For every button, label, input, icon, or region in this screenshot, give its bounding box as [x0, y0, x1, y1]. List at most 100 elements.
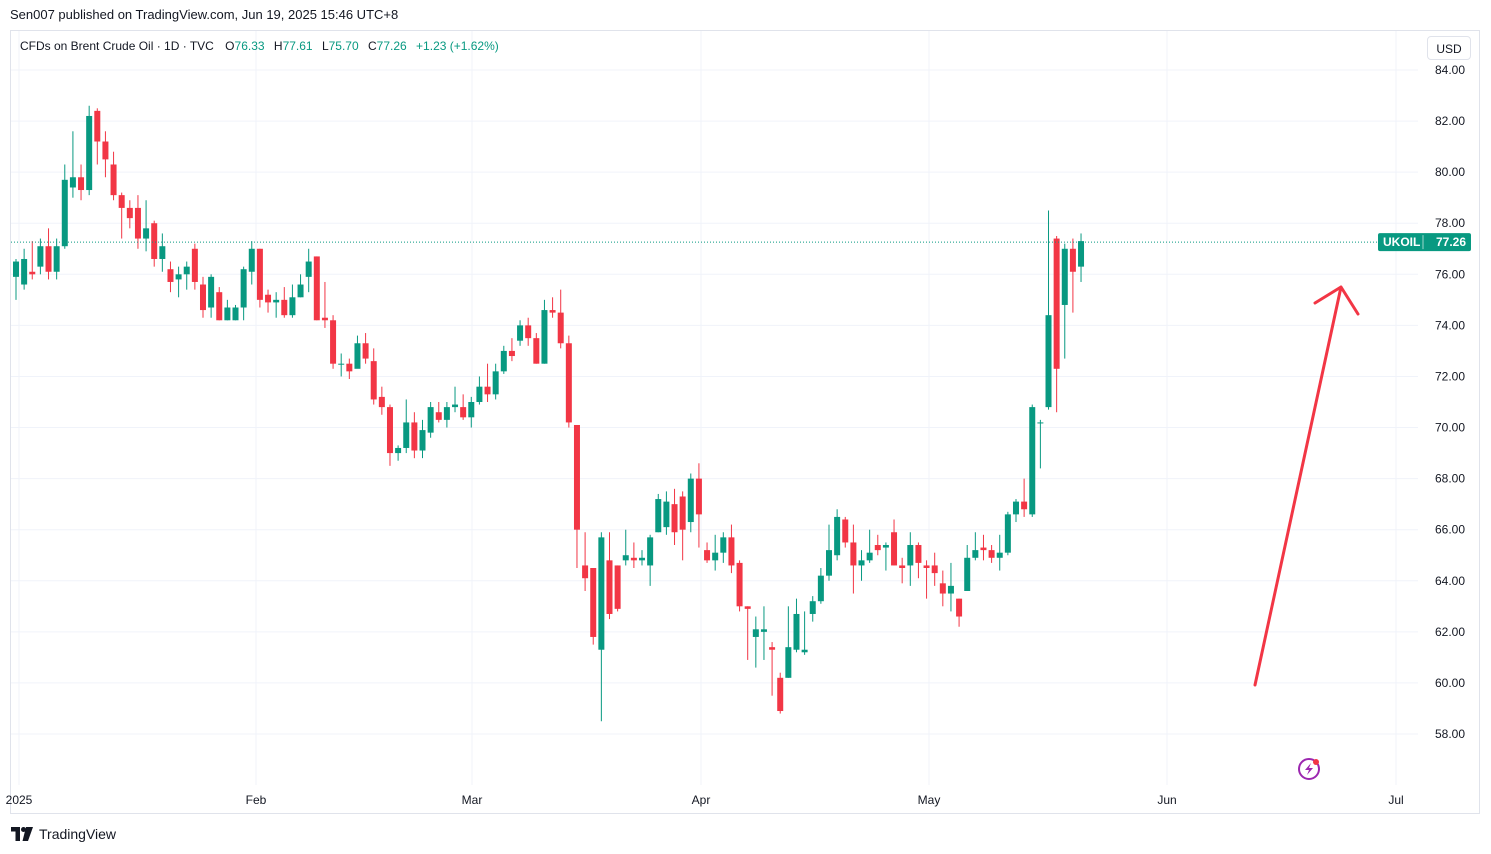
candle — [313, 256, 320, 321]
candle-body — [793, 613, 800, 650]
candle — [256, 248, 263, 308]
candle-body — [728, 537, 735, 566]
tradingview-logo[interactable]: TradingView — [11, 826, 116, 842]
candle-body — [468, 402, 475, 418]
candle — [378, 386, 385, 415]
candle — [598, 532, 605, 722]
candle-body — [86, 115, 93, 191]
price-axis[interactable]: 58.00 60.00 62.00 64.00 66.00 68.00 70.00 72.00… — [1435, 63, 1465, 741]
candle-body — [1004, 514, 1011, 553]
last-price-tag: UKOIL 77.26 — [1378, 233, 1471, 252]
candle — [240, 266, 247, 321]
candle-body — [69, 177, 76, 188]
legend-open-label: O — [225, 39, 235, 53]
candle-body — [354, 343, 361, 369]
candle-body — [452, 404, 459, 408]
time-axis[interactable]: 2025 Feb Mar Apr May Jun Jul — [6, 793, 1404, 807]
candle — [435, 402, 442, 423]
candle-body — [370, 361, 377, 400]
candle-body — [695, 478, 702, 515]
candle — [582, 532, 589, 591]
candle — [508, 338, 515, 362]
candle — [208, 274, 215, 318]
candle-body — [102, 141, 109, 160]
price-tick-label: 84.00 — [1435, 63, 1465, 77]
candle — [980, 534, 987, 561]
candle-body — [110, 164, 117, 196]
legend-close-label: C — [368, 39, 377, 53]
candle — [183, 261, 190, 290]
candle-body — [565, 343, 572, 423]
candle-body — [256, 248, 263, 300]
candle-body — [630, 557, 637, 561]
candle-body — [1021, 501, 1028, 510]
candle — [801, 611, 808, 655]
date-tick-label: Apr — [692, 793, 711, 807]
candle-body — [541, 310, 548, 364]
candle — [720, 532, 727, 563]
candle — [590, 568, 597, 645]
candle — [362, 333, 369, 364]
candle-body — [411, 422, 418, 451]
candle-body — [94, 110, 101, 142]
price-tick-label: 78.00 — [1435, 216, 1465, 230]
candle — [842, 516, 849, 548]
legend-title: CFDs on Brent Crude Oil · 1D · TVC — [20, 39, 214, 53]
candle-body — [460, 407, 467, 418]
candle — [289, 284, 296, 318]
candle — [94, 108, 101, 165]
candle-body — [134, 207, 141, 239]
price-tag-symbol: UKOIL — [1383, 235, 1420, 249]
legend-high-label: H — [273, 39, 283, 53]
candle-body — [167, 269, 174, 282]
candle — [541, 299, 548, 364]
candle — [191, 243, 198, 290]
candle-body — [297, 284, 304, 298]
candle-body — [443, 407, 450, 420]
chart-frame — [10, 30, 1480, 814]
up-arrow-icon — [1253, 285, 1360, 687]
candle-body — [1012, 501, 1019, 515]
alert-icon[interactable] — [1298, 758, 1320, 780]
candle-body — [419, 430, 426, 451]
candle — [557, 289, 564, 349]
candle — [273, 292, 280, 318]
candle — [639, 550, 646, 566]
candle-body — [915, 545, 922, 563]
candle-body — [403, 422, 410, 448]
candle — [484, 363, 491, 402]
candle-body — [118, 195, 125, 208]
candle-body — [947, 585, 954, 594]
candle-body — [273, 299, 280, 303]
candle-body — [13, 261, 19, 277]
candle-body — [533, 338, 540, 364]
candle-body — [939, 583, 946, 594]
candle — [704, 542, 711, 563]
date-tick-label: May — [918, 793, 941, 807]
candle-body — [655, 499, 662, 533]
candle-body — [801, 649, 808, 653]
candle-body — [346, 363, 353, 372]
candle — [793, 598, 800, 653]
currency-button[interactable]: USD — [1427, 36, 1471, 60]
candle-body — [639, 557, 646, 561]
candle-body — [265, 294, 272, 303]
candle-body — [281, 299, 288, 316]
candle-body — [208, 276, 215, 308]
grid-lines — [11, 31, 1418, 785]
candle — [370, 348, 377, 405]
candle-body — [882, 545, 889, 548]
candle — [1012, 499, 1019, 523]
candle-body — [923, 565, 930, 568]
price-tick-label: 64.00 — [1435, 574, 1465, 588]
price-tick-label: 76.00 — [1435, 267, 1465, 281]
candle-body — [622, 555, 629, 561]
price-tick-label: 58.00 — [1435, 727, 1465, 741]
candle — [1029, 404, 1036, 517]
candle — [305, 248, 312, 293]
candle — [118, 192, 125, 239]
candle-body — [899, 565, 906, 568]
candle — [533, 333, 540, 364]
candle — [517, 320, 524, 346]
